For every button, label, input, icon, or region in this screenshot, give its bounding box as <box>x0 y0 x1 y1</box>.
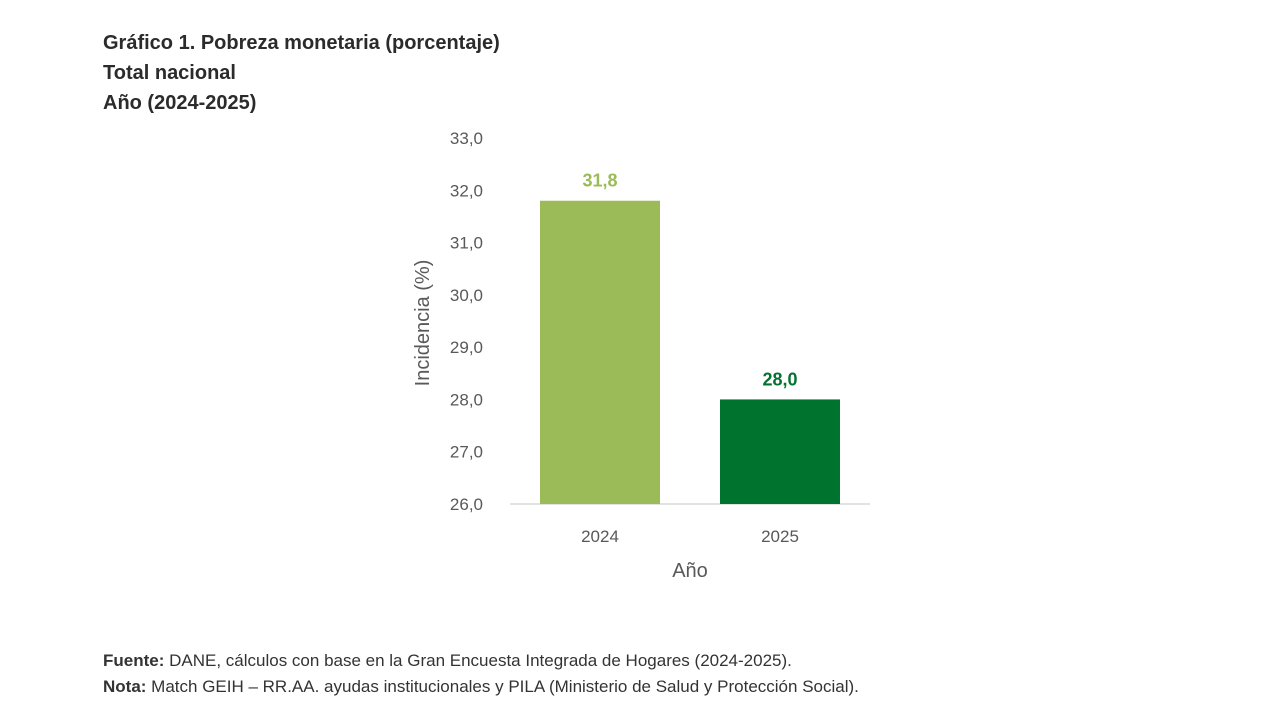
methodology-note: Nota: Match GEIH – RR.AA. ayudas institu… <box>103 674 859 700</box>
y-tick-label: 32,0 <box>450 181 483 200</box>
x-tick-label-2025: 2025 <box>761 527 799 546</box>
y-tick-label: 26,0 <box>450 495 483 514</box>
data-label-2024: 31,8 <box>582 171 617 191</box>
data-label-2025: 28,0 <box>762 369 797 389</box>
y-axis-title: Incidencia (%) <box>412 260 434 387</box>
y-tick-label: 29,0 <box>450 338 483 357</box>
y-tick-label: 30,0 <box>450 286 483 305</box>
x-axis-title: Año <box>672 560 708 582</box>
source-text: DANE, cálculos con base en la Gran Encue… <box>164 651 792 670</box>
note-label: Nota: <box>103 677 147 696</box>
note-text: Match GEIH – RR.AA. ayudas institucional… <box>146 677 859 696</box>
source-note: Fuente: DANE, cálculos con base en la Gr… <box>103 648 859 674</box>
chart-subtitle-scope: Total nacional <box>103 62 236 84</box>
y-tick-label: 31,0 <box>450 234 483 253</box>
y-tick-label: 33,0 <box>450 129 483 148</box>
x-tick-label-2024: 2024 <box>581 527 619 546</box>
bar-2025 <box>720 399 840 504</box>
y-tick-label: 28,0 <box>450 390 483 409</box>
chart-title-block: Gráfico 1. Pobreza monetaria (porcentaje… <box>103 28 500 118</box>
bar-2024 <box>540 200 660 504</box>
chart-title: Gráfico 1. Pobreza monetaria (porcentaje… <box>103 32 500 54</box>
chart-footer: Fuente: DANE, cálculos con base en la Gr… <box>103 648 859 700</box>
y-tick-label: 27,0 <box>450 443 483 462</box>
chart-subtitle-years: Año (2024-2025) <box>103 92 257 114</box>
source-label: Fuente: <box>103 651 165 670</box>
